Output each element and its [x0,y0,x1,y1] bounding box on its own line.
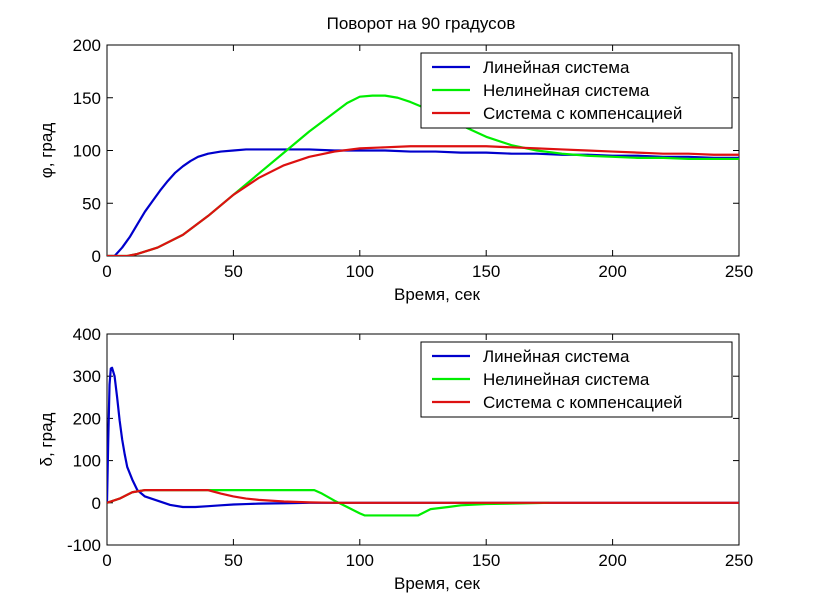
top-y-tick-label: 150 [73,89,101,108]
bottom-x-tick-label: 250 [725,551,753,570]
bottom-y-tick-label: 100 [73,452,101,471]
top-y-axis-label: φ, град [37,123,56,179]
bottom-x-axis-label: Время, сек [394,574,481,593]
bottom-x-tick-label: 200 [598,551,626,570]
top-x-tick-label: 150 [472,262,500,281]
figure-title: Поворот на 90 градусов [327,14,516,33]
top-legend-box [420,52,733,129]
bottom-y-axis-label: δ, град [37,412,56,466]
bottom-series-line-3 [107,489,739,504]
top-y-tick-label: 200 [73,36,101,55]
top-y-tick-label: 100 [73,142,101,161]
bottom-series-line-1 [107,366,739,509]
top-series-line-3 [107,145,739,256]
top-x-tick-label: 0 [102,262,111,281]
bottom-x-tick-label: 50 [224,551,243,570]
bottom-legend-label-2: Нелинейная система [483,370,650,389]
bottom-series-group [107,366,739,517]
bottom-y-tick-label: 400 [73,325,101,344]
bottom-y-tick-label: 200 [73,409,101,428]
top-chart: 0 50 100 150 200 250 0 50 100 150 200 Время, сек φ, … [37,36,753,304]
bottom-legend-label-3: Система с компенсацией [483,393,682,412]
top-x-tick-label: 100 [346,262,374,281]
bottom-y-tick-label: -100 [67,536,101,555]
top-series-group [107,94,739,256]
bottom-y-tick-label: 0 [92,494,101,513]
bottom-legend-label-1: Линейная система [483,347,630,366]
top-y-tick-label: 50 [82,194,101,213]
top-legend-label-3: Система с компенсацией [483,104,682,123]
top-x-tick-label: 200 [598,262,626,281]
top-x-tick-label: 250 [725,262,753,281]
top-y-tick-label: 0 [92,247,101,266]
bottom-y-tick-label: 300 [73,367,101,386]
top-x-tick-label: 50 [224,262,243,281]
bottom-x-tick-label: 150 [472,551,500,570]
bottom-legend-box [420,341,733,418]
top-legend-label-1: Линейная система [483,58,630,77]
bottom-x-tick-label: 100 [346,551,374,570]
top-legend-label-2: Нелинейная система [483,81,650,100]
bottom-x-tick-label: 0 [102,551,111,570]
top-x-axis-label: Время, сек [394,285,481,304]
